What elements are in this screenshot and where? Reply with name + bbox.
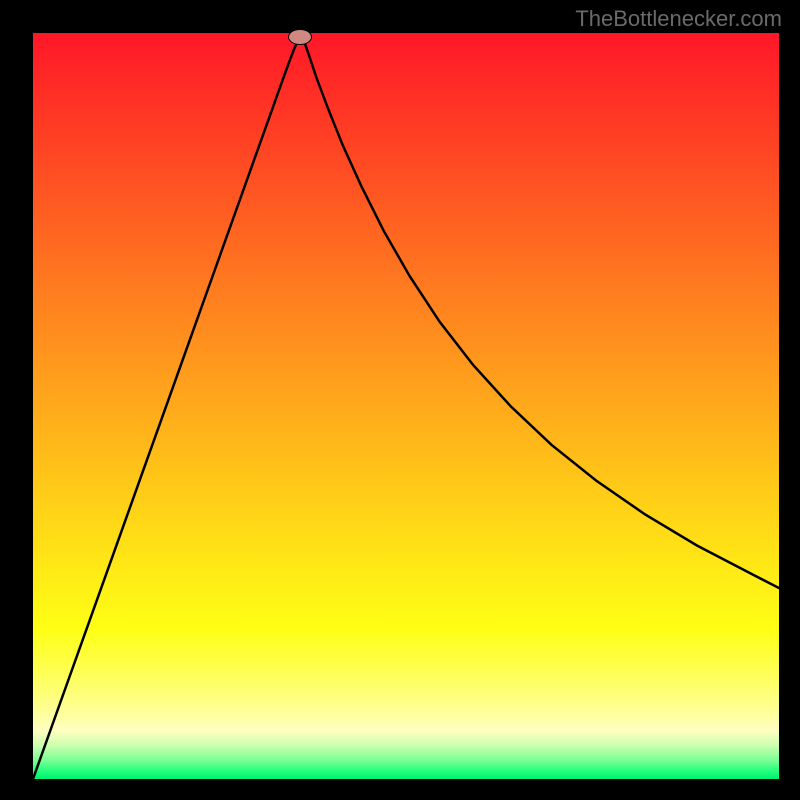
optimal-point-marker (288, 29, 312, 45)
curve-right-branch (302, 35, 779, 588)
curve-left-branch (33, 37, 300, 779)
plot-area (33, 33, 779, 779)
watermark-text: TheBottlenecker.com (575, 6, 782, 32)
bottleneck-curve (33, 33, 779, 779)
